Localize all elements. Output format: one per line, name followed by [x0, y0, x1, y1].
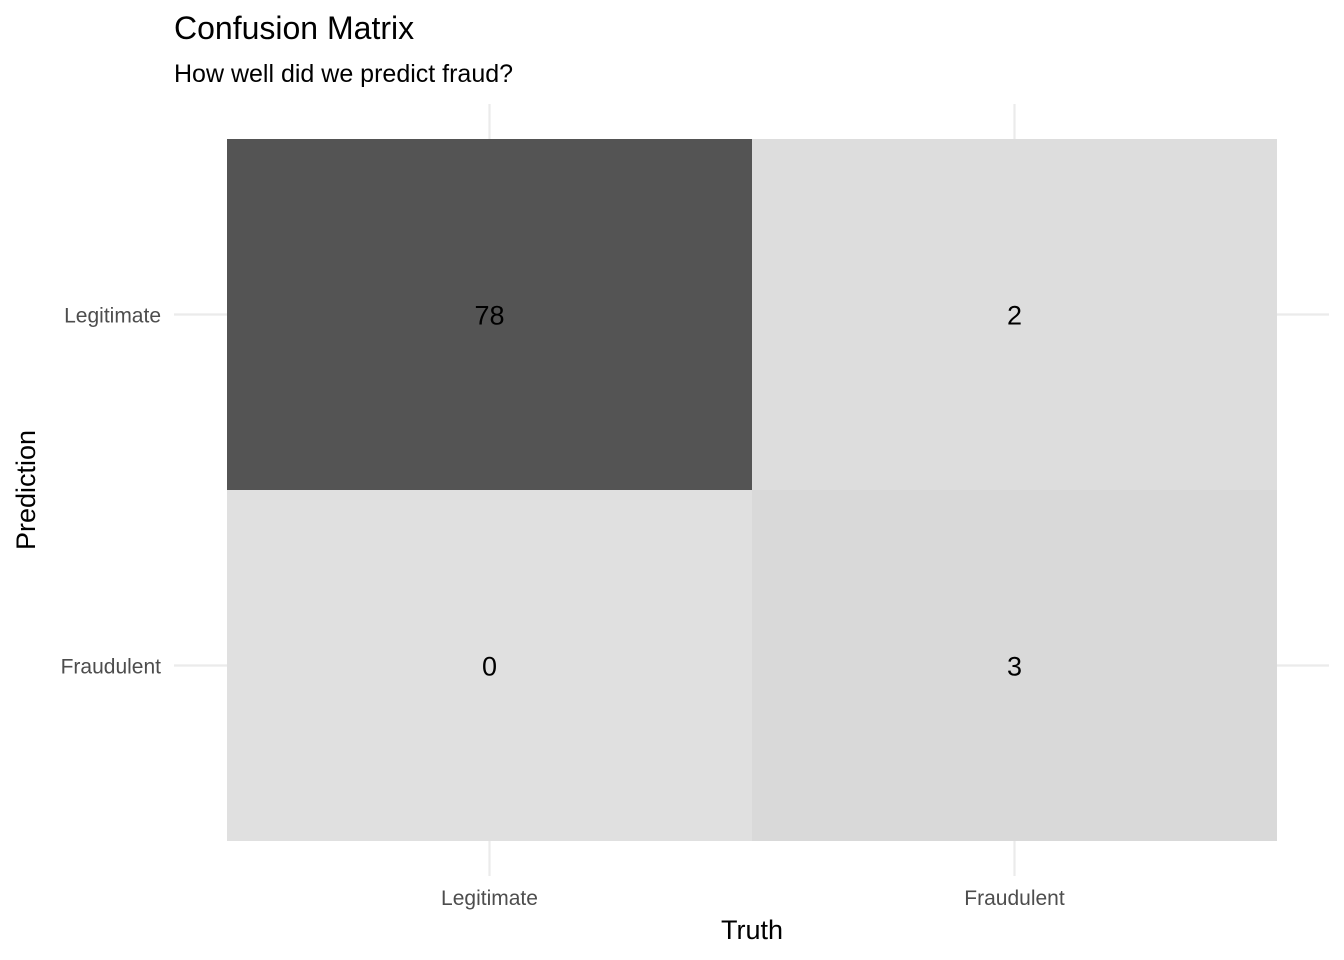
cell-pred-legitimate-truth-legitimate-value: 78 [474, 301, 504, 331]
x-tick-label-fraudulent: Fraudulent [964, 887, 1065, 910]
cell-pred-legitimate-truth-fraudulent-value: 2 [1007, 301, 1022, 331]
chart-subtitle: How well did we predict fraud? [174, 60, 513, 88]
x-tick-label-legitimate: Legitimate [441, 887, 538, 910]
cell-pred-fraudulent-truth-legitimate [227, 490, 752, 841]
x-axis-title: Truth [721, 915, 783, 945]
heatmap-cells [227, 139, 1277, 841]
cell-value-labels: 78 2 0 3 [474, 301, 1022, 682]
cell-pred-legitimate-truth-legitimate [227, 139, 752, 490]
y-axis-title: Prediction [11, 430, 41, 550]
tick-labels: Legitimate Fraudulent Legitimate Fraudulent [61, 305, 1065, 911]
cell-pred-fraudulent-truth-fraudulent [752, 490, 1277, 841]
chart-title: Confusion Matrix [174, 10, 414, 46]
cell-pred-legitimate-truth-fraudulent [752, 139, 1277, 490]
cell-pred-fraudulent-truth-legitimate-value: 0 [482, 652, 497, 682]
y-tick-label-fraudulent: Fraudulent [61, 656, 162, 679]
cell-pred-fraudulent-truth-fraudulent-value: 3 [1007, 652, 1022, 682]
y-tick-label-legitimate: Legitimate [64, 305, 161, 328]
